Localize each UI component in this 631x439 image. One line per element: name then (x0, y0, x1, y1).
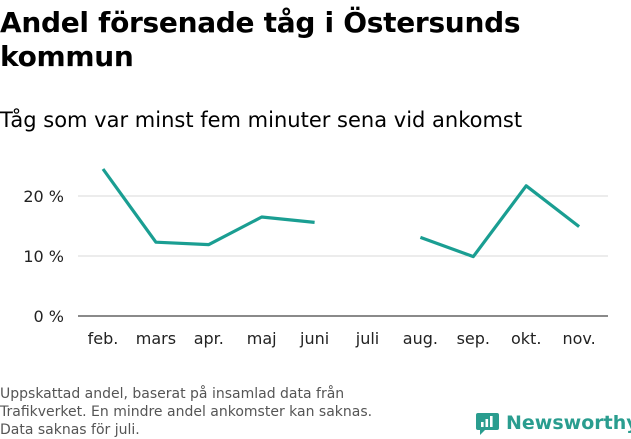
y-tick-label: 10 % (23, 247, 64, 266)
note-line-2: Trafikverket. En mindre andel ankomster … (0, 404, 373, 420)
line-chart: 0 % 10 % 20 % feb. mars apr. maj juni juli aug. s… (23, 168, 608, 348)
x-tick-label: apr. (194, 329, 224, 348)
note-line-1: Uppskattad andel, baserat på insamlad da… (0, 386, 345, 402)
x-tick-label: nov. (562, 329, 595, 348)
series-line-segment (419, 184, 581, 259)
x-tick-label: aug. (403, 329, 438, 348)
x-tick-label: mars (136, 329, 176, 348)
x-tick-label: juli (355, 329, 379, 348)
chart-title: Andel försenade tåg i Östersunds kommun (0, 6, 521, 73)
series-line-segment (101, 168, 315, 247)
x-tick-label: sep. (457, 329, 490, 348)
newsworthy-logo-icon (476, 412, 499, 435)
note-line-3: Data saknas för juli. (0, 422, 140, 438)
x-tick-label: juni (299, 329, 329, 348)
brand-logo: Newsworthy (475, 408, 631, 438)
series-lines (101, 168, 581, 259)
brand-name: Newsworthy (506, 412, 631, 434)
x-tick-label: feb. (88, 329, 119, 348)
y-tick-label: 0 % (34, 307, 64, 326)
y-axis-ticks: 0 % 10 % 20 % (23, 187, 64, 326)
x-axis-ticks: feb. mars apr. maj juni juli aug. sep. okt. nov. (88, 329, 596, 348)
x-tick-label: okt. (511, 329, 541, 348)
source-note: Uppskattad andel, baserat på insamlad da… (0, 385, 440, 439)
y-tick-label: 20 % (23, 187, 64, 206)
chart-subtitle: Tåg som var minst fem minuter sena vid a… (0, 108, 523, 132)
x-tick-label: maj (247, 329, 277, 348)
grid-lines (78, 195, 608, 317)
